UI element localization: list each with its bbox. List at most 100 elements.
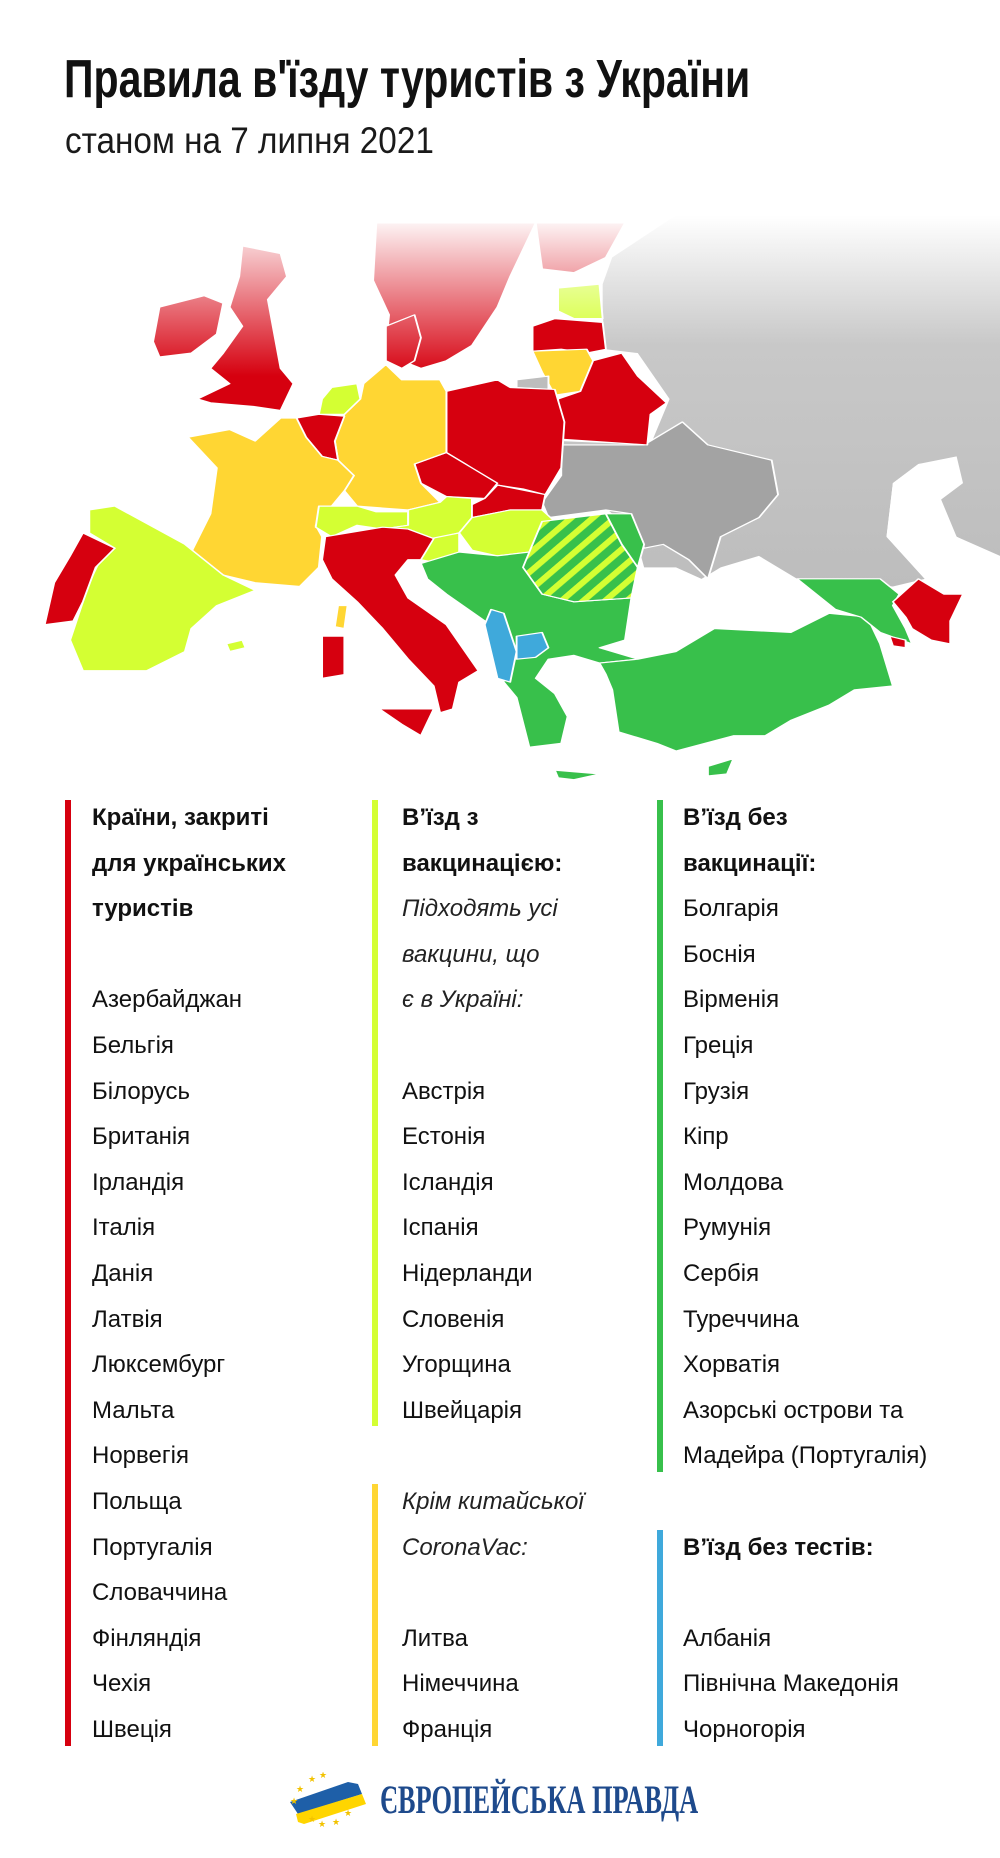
svg-text:★: ★	[296, 1785, 304, 1795]
vaccination-note: вакцини, що	[402, 940, 540, 968]
closed-country-item: Бельгія	[92, 1032, 174, 1059]
country-finland	[534, 222, 626, 274]
vaccination-heading: вакцинацією:	[402, 849, 563, 877]
closed-country-item: Люксембург	[92, 1351, 226, 1379]
closed-country-item: Мальта	[92, 1396, 175, 1424]
vaccination-country-item: Австрія	[402, 1077, 486, 1105]
country-italy	[321, 526, 480, 714]
no-coronavac-country-item: Франція	[402, 1716, 493, 1743]
europe-map	[43, 215, 1000, 781]
no-vaccination-country-item: Туреччина	[683, 1305, 799, 1333]
country-ireland	[152, 295, 225, 358]
country-moldova	[604, 513, 646, 568]
country-britain	[196, 245, 295, 412]
no-vaccination-heading: вакцинації:	[683, 849, 817, 877]
country-denmark	[384, 314, 422, 369]
publisher-logo: ★ ★ ★ ★ ★ ★ ★ ★ ЄВРОПЕЙСЬКА ПРАВДА	[288, 1772, 708, 1832]
country-azerbaijan	[891, 578, 964, 645]
no-vaccination-country-item: Хорватія	[683, 1351, 781, 1379]
closed-country-item: Данія	[92, 1260, 154, 1287]
country-latvia	[531, 318, 607, 354]
country-albania	[483, 608, 518, 683]
island-crete	[553, 769, 601, 781]
svg-text:★: ★	[308, 1775, 316, 1785]
island-corsica	[333, 605, 349, 630]
svg-text:★: ★	[319, 1772, 327, 1781]
no-coronavac-country-item: Литва	[402, 1624, 468, 1652]
no-tests-country-item: Албанія	[683, 1624, 772, 1652]
country-estonia	[557, 283, 604, 320]
closed-country-item: Білорусь	[92, 1077, 191, 1105]
closed-country-item: Португалія	[92, 1533, 213, 1561]
no-vaccination-country-item: Сербія	[683, 1260, 760, 1287]
closed-country-item: Ірландія	[92, 1168, 185, 1196]
page-title: Правила в'їзду туристів з України	[64, 49, 751, 109]
no-vaccination-country-item: Боснія	[683, 940, 756, 968]
no-vaccination-country-item: Азорські острови та	[683, 1396, 904, 1424]
no-vaccination-country-item: Вірменія	[683, 986, 780, 1014]
no-vaccination-country-item: Мадейра (Португалія)	[683, 1442, 928, 1470]
island-sicily	[378, 708, 435, 737]
svg-text:★: ★	[344, 1809, 352, 1819]
no-vaccination-country-item: Молдова	[683, 1168, 784, 1196]
no-vaccination-country-item: Греція	[683, 1032, 754, 1059]
vaccination-country-item: Естонія	[402, 1123, 486, 1151]
no-coronavac-note: Крім китайської	[402, 1488, 584, 1515]
closed-country-item: Словаччина	[92, 1579, 228, 1607]
closed-country-item: Британія	[92, 1123, 191, 1151]
closed-country-item: Норвегія	[92, 1442, 189, 1470]
country-portugal	[43, 532, 116, 626]
no-vaccination-country-item: Грузія	[683, 1077, 750, 1105]
no-tests-heading: В’їзд без тестів:	[683, 1533, 874, 1561]
no-vaccination-color-bar	[657, 800, 663, 1472]
closed-country-item: Чехія	[92, 1670, 152, 1698]
island-sardinia	[321, 635, 346, 679]
vaccination-country-item: Іспанія	[402, 1214, 479, 1242]
closed-heading: Країни, закриті	[92, 804, 269, 831]
no-coronavac-note: CoronaVac:	[402, 1533, 528, 1561]
no-vaccination-heading: В’їзд без	[683, 804, 788, 831]
closed-country-item: Фінляндія	[92, 1624, 202, 1652]
svg-text:★: ★	[290, 1797, 298, 1807]
closed-country-item: Італія	[92, 1214, 156, 1242]
no-tests-country-item: Чорногорія	[683, 1716, 806, 1743]
vaccination-country-item: Словенія	[402, 1305, 505, 1333]
island-cyprus	[706, 758, 735, 777]
vaccination-country-item: Нідерланди	[402, 1260, 533, 1287]
closed-heading: туристів	[92, 895, 194, 923]
country-netherlands	[317, 383, 362, 415]
island-balearic	[225, 639, 247, 653]
no-coronavac-country-item: Німеччина	[402, 1670, 519, 1698]
country-belarus	[557, 352, 668, 446]
vaccination-note: Підходять усі	[402, 895, 558, 923]
closed-country-item: Азербайджан	[92, 986, 243, 1014]
closed-color-bar	[65, 800, 71, 1746]
country-turkey	[598, 612, 894, 752]
vaccination-color-bar	[372, 800, 378, 1427]
no-tests-country-item: Північна Македонія	[683, 1670, 899, 1698]
no-coronavac-color-bar	[372, 1484, 378, 1746]
vaccination-heading: В’їзд з	[402, 804, 479, 831]
no-tests-color-bar	[657, 1529, 663, 1746]
vaccination-country-item: Швейцарія	[402, 1396, 522, 1424]
closed-country-item: Латвія	[92, 1305, 163, 1333]
closed-heading: для українських	[92, 849, 286, 877]
no-vaccination-country-item: Болгарія	[683, 895, 779, 923]
closed-country-item: Швеція	[92, 1716, 172, 1743]
closed-country-item: Польща	[92, 1488, 182, 1515]
no-vaccination-country-item: Румунія	[683, 1214, 772, 1242]
logo-text: ЄВРОПЕЙСЬКА ПРАВДА	[380, 1777, 699, 1822]
vaccination-country-item: Угорщина	[402, 1351, 511, 1379]
svg-text:★: ★	[308, 1815, 316, 1825]
vaccination-note: є в Україні:	[402, 986, 524, 1014]
caspian-sea	[886, 456, 1000, 587]
page-subtitle: станом на 7 липня 2021	[65, 120, 434, 161]
svg-text:★: ★	[332, 1818, 340, 1828]
vaccination-country-item: Ісландія	[402, 1168, 494, 1196]
region-nakhchivan	[888, 635, 907, 649]
country-georgia-armenia	[796, 578, 913, 645]
svg-text:★: ★	[318, 1820, 326, 1828]
country-north-macedonia	[515, 631, 550, 660]
eu-ukraine-flag-logo-icon: ★ ★★ ★★★ ★★	[290, 1772, 366, 1828]
no-vaccination-country-item: Кіпр	[683, 1123, 729, 1151]
